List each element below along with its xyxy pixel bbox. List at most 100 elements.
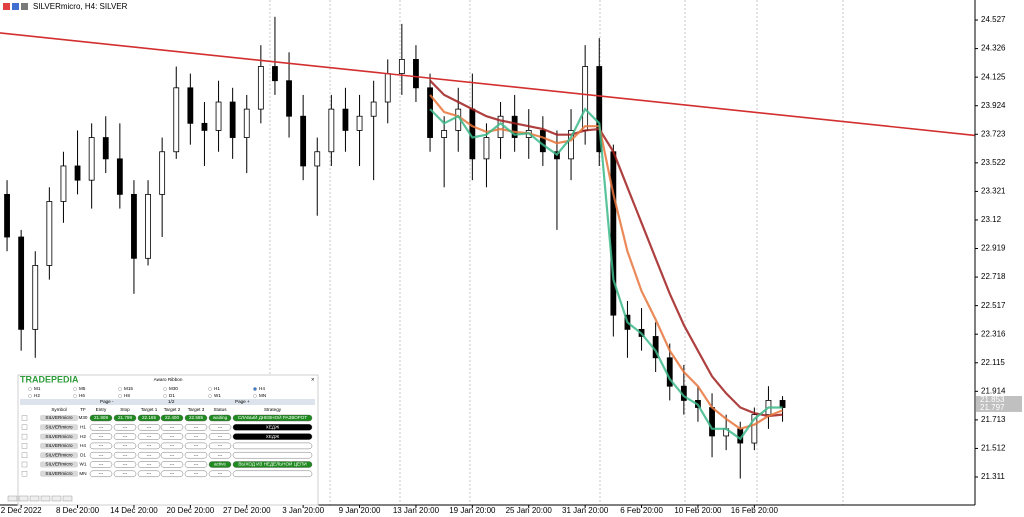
timeframe-radio[interactable] — [253, 394, 257, 398]
x-tick-label: 2 Dec 2022 — [1, 506, 42, 515]
timeframe-label: M15 — [124, 386, 133, 391]
timeframe: H2 — [80, 434, 86, 439]
row-checkbox[interactable] — [21, 415, 28, 421]
page-prev[interactable]: Page - — [100, 399, 114, 404]
nav-button[interactable] — [18, 495, 29, 502]
timeframe-radio[interactable] — [28, 394, 32, 398]
plot — [0, 16, 976, 479]
close-button[interactable]: × — [311, 378, 315, 384]
cell-text: --- — [194, 434, 199, 439]
symbol: SILVERmicro — [45, 452, 73, 457]
nav-buttons — [7, 495, 73, 502]
cell-text: --- — [99, 425, 104, 430]
cell — [208, 452, 232, 459]
row-checkbox[interactable] — [21, 471, 28, 477]
timeframe-label: MN — [259, 393, 266, 398]
row-checkbox[interactable] — [21, 433, 28, 440]
x-tick-label: 27 Dec 20:00 — [223, 506, 271, 515]
symbol-cell — [40, 433, 78, 440]
cell — [89, 414, 113, 422]
column-header: Strategy — [264, 407, 282, 412]
y-tick-label: 23.522 — [981, 158, 1006, 167]
timeframe: H4 — [80, 443, 86, 448]
cell-text: --- — [99, 452, 104, 457]
nav-button[interactable] — [62, 495, 73, 502]
cell-text: --- — [194, 462, 199, 467]
timeframe-label: M30 — [169, 386, 178, 391]
cell-text: --- — [194, 443, 199, 448]
cell — [137, 414, 161, 422]
candle-body — [709, 407, 715, 437]
cell — [184, 452, 208, 459]
candle-body — [300, 115, 307, 167]
timeframe-radio[interactable] — [73, 387, 77, 391]
trend-line — [0, 32, 976, 137]
symbol: SILVERmicro — [45, 443, 73, 448]
cell-text: --- — [123, 425, 128, 430]
row-checkbox[interactable] — [21, 452, 28, 458]
row-checkbox[interactable] — [21, 461, 28, 468]
cell — [160, 414, 184, 422]
candle-body — [243, 108, 250, 138]
candle-body — [46, 201, 53, 266]
cell — [137, 452, 161, 459]
timeframe: W1 — [80, 462, 87, 467]
candle-body — [751, 414, 758, 444]
nav-button[interactable] — [40, 495, 51, 502]
row-checkbox[interactable] — [21, 443, 28, 449]
x-tick-label: 8 Dec 20:00 — [56, 506, 100, 515]
timeframe-radio[interactable] — [73, 394, 77, 398]
cell — [89, 452, 113, 459]
timeframe: M30 — [79, 415, 88, 420]
cell — [208, 414, 232, 422]
cell — [113, 461, 137, 468]
cell — [232, 452, 313, 459]
nav-button[interactable] — [29, 495, 40, 502]
cell — [113, 424, 137, 431]
timeframe-radio[interactable] — [208, 394, 212, 398]
y-tick-label: 24.527 — [981, 15, 1006, 24]
cell — [113, 452, 137, 459]
row-checkbox[interactable] — [21, 424, 28, 430]
timeframe-label: M1 — [34, 386, 41, 391]
candle-body — [384, 73, 391, 103]
x-tick-label: 3 Jan 20:00 — [282, 506, 324, 515]
candle-body — [582, 66, 589, 131]
nav-button[interactable] — [7, 495, 18, 502]
page-number: 1/2 — [168, 399, 175, 404]
column-header: Target 2 — [164, 407, 181, 412]
column-header: Target 3 — [188, 407, 205, 412]
timeframe-radio[interactable] — [253, 387, 257, 391]
cell-text: --- — [147, 462, 152, 467]
cell-text: 21.909 — [94, 415, 108, 420]
candle-body — [356, 115, 363, 131]
timeframe-radio[interactable] — [28, 387, 32, 391]
timeframe-label: H8 — [124, 393, 130, 398]
timeframe-radio[interactable] — [118, 394, 122, 398]
nav-button[interactable] — [51, 495, 62, 502]
cell-text: ВЫХОД ИЗ НЕДЕЛЬНОЙ ЦЕПИ — [238, 460, 306, 467]
candle-body — [511, 115, 518, 138]
timeframe-radio[interactable] — [118, 387, 122, 391]
timeframe-radio[interactable] — [163, 394, 167, 398]
candle-body — [413, 58, 419, 89]
cell-text: --- — [170, 425, 175, 430]
timeframe-radio[interactable] — [163, 387, 167, 391]
logo: TRADEPEDIA — [20, 374, 79, 384]
candle-body — [286, 80, 292, 117]
candle-body — [74, 165, 81, 181]
y-tick-label: 23.723 — [981, 129, 1006, 138]
timeframe-radio[interactable] — [208, 387, 212, 391]
cell-text: --- — [99, 462, 104, 467]
candle-body — [4, 193, 10, 238]
y-tick-label: 22.517 — [981, 301, 1006, 310]
cell — [184, 414, 208, 422]
symbol-cell — [40, 470, 78, 477]
page-bar — [20, 399, 315, 405]
timeframe-label: M5 — [79, 386, 86, 391]
candle-body — [187, 87, 194, 124]
cell-text: --- — [147, 452, 152, 457]
candle-body — [60, 165, 67, 202]
cell — [208, 424, 232, 431]
page-next[interactable]: Page + — [235, 399, 250, 404]
